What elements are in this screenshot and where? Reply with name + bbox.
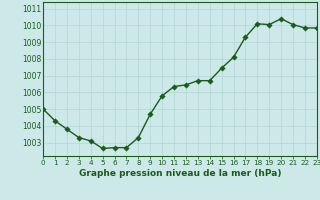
X-axis label: Graphe pression niveau de la mer (hPa): Graphe pression niveau de la mer (hPa) — [79, 169, 281, 178]
